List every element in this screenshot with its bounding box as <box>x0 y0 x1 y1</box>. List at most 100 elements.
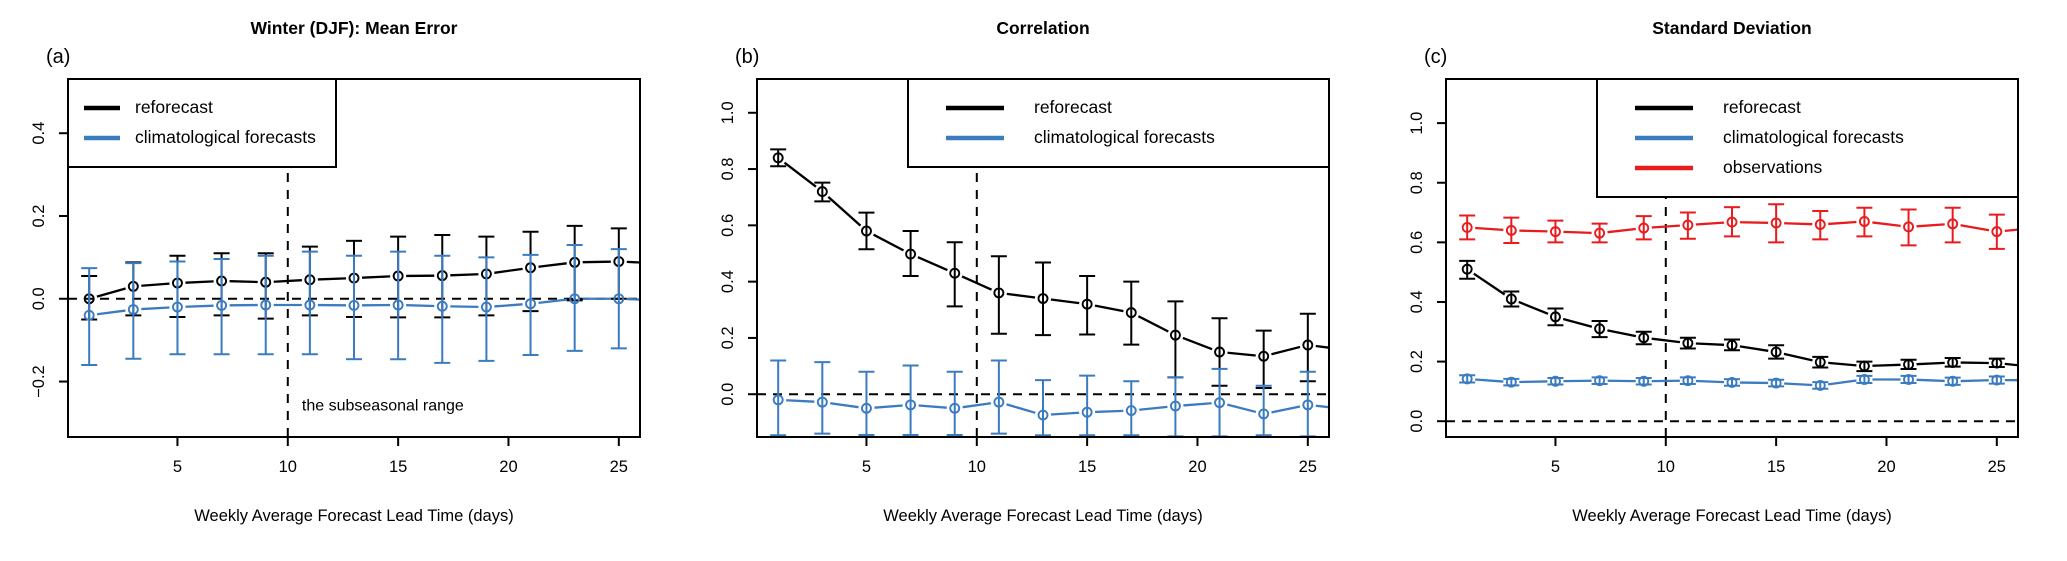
legend: reforecast climatological forecasts <box>908 79 1329 167</box>
series-segment <box>230 281 258 282</box>
panel-label: (c) <box>1424 46 1447 68</box>
series-segment <box>1563 232 1591 233</box>
x-tick-label: 10 <box>279 458 297 476</box>
x-axis-label: Weekly Average Forecast Lead Time (days) <box>194 507 513 525</box>
y-tick-label: 0.6 <box>719 214 737 237</box>
series-segment <box>1784 223 1812 224</box>
series-segment <box>1051 413 1079 415</box>
series-segment <box>583 262 611 263</box>
series-segment <box>1007 404 1036 412</box>
series-segment <box>97 289 126 297</box>
x-tick-label: 20 <box>499 458 517 476</box>
series-segment <box>274 280 302 282</box>
series-segment <box>141 307 169 309</box>
chart-a: the subseasonal rangereforecastclimatolo… <box>0 0 689 556</box>
series-segment <box>1095 411 1123 412</box>
legend-label: climatological forecasts <box>135 127 316 147</box>
series-segment <box>406 305 434 306</box>
series-segment <box>362 276 390 277</box>
series-segment <box>1961 225 1989 230</box>
series-segment <box>1563 319 1592 327</box>
series-segment <box>874 406 902 408</box>
legend: reforecast climatological forecasts <box>68 79 336 167</box>
series-segment <box>1652 339 1680 342</box>
y-tick-label: 0.2 <box>719 326 737 349</box>
series-segment <box>1872 365 1900 366</box>
series-segment <box>1828 222 1856 224</box>
series-segment <box>828 197 860 226</box>
x-tick-label: 5 <box>1551 458 1560 476</box>
series-segment <box>1271 347 1300 354</box>
series-segment <box>1475 228 1503 230</box>
series-segment <box>1784 383 1812 385</box>
y-tick-label: 0.4 <box>30 122 48 145</box>
series-segment <box>1608 229 1636 232</box>
series-segment <box>1740 346 1768 350</box>
series-segment <box>1227 405 1256 412</box>
x-tick-label: 20 <box>1188 458 1206 476</box>
series-segment <box>450 306 478 307</box>
series-segment <box>786 400 814 401</box>
series-segment <box>1652 226 1680 228</box>
legend-label: climatological forecasts <box>1034 127 1215 147</box>
y-tick-label: 0.2 <box>30 205 48 228</box>
series-segment <box>318 278 346 279</box>
series-segment <box>1872 222 1900 225</box>
x-tick-label: 20 <box>1877 458 1895 476</box>
panel-label: (a) <box>46 46 70 68</box>
y-tick-label: 1.0 <box>719 101 737 124</box>
legend-box <box>908 79 1329 167</box>
series-segment <box>874 235 904 251</box>
series-segment <box>494 304 522 306</box>
y-tick-label: −0.2 <box>30 365 48 398</box>
x-tick-label: 5 <box>173 458 182 476</box>
series-segment <box>141 284 169 286</box>
series-climatological-forecasts <box>770 360 1344 436</box>
series-segment <box>1917 363 1945 364</box>
y-tick-label: 0.6 <box>1408 231 1426 254</box>
series-segment <box>1519 381 1547 382</box>
legend-label: climatological forecasts <box>1723 127 1904 147</box>
series-segment <box>1696 343 1724 344</box>
series-reforecast <box>770 149 1344 388</box>
series-segment <box>1228 353 1256 356</box>
series-segment <box>97 311 125 315</box>
series-segment <box>1139 407 1167 410</box>
legend-label: reforecast <box>135 97 213 117</box>
y-tick-label: 1.0 <box>1408 112 1426 135</box>
series-segment <box>1607 330 1635 336</box>
x-axis-label: Weekly Average Forecast Lead Time (days) <box>1572 507 1891 525</box>
panel-label: (b) <box>735 46 759 68</box>
x-tick-label: 25 <box>1988 458 2006 476</box>
series-segment <box>494 269 522 273</box>
x-tick-label: 15 <box>389 458 407 476</box>
series-segment <box>1917 224 1945 226</box>
y-tick-label: 0.4 <box>719 270 737 293</box>
legend-label: reforecast <box>1723 97 1801 117</box>
x-tick-label: 10 <box>1657 458 1675 476</box>
y-tick-label: 0.8 <box>719 158 737 181</box>
y-tick-label: 0.2 <box>1408 350 1426 373</box>
y-tick-label: 0.0 <box>1408 410 1426 433</box>
x-tick-label: 25 <box>610 458 628 476</box>
series-segment <box>450 274 478 275</box>
series-segment <box>1917 380 1945 381</box>
series-climatological-forecasts <box>81 245 655 365</box>
y-tick-label: 0.4 <box>1408 290 1426 313</box>
series-segment <box>1784 354 1813 361</box>
series-segment <box>1961 380 1989 381</box>
legend-label: reforecast <box>1034 97 1112 117</box>
series-segment <box>1696 223 1724 225</box>
series-segment <box>1828 363 1856 365</box>
series-segment <box>1095 306 1123 311</box>
series-segment <box>919 406 947 408</box>
y-tick-label: 0.8 <box>1408 171 1426 194</box>
series-reforecast <box>1459 261 2033 371</box>
